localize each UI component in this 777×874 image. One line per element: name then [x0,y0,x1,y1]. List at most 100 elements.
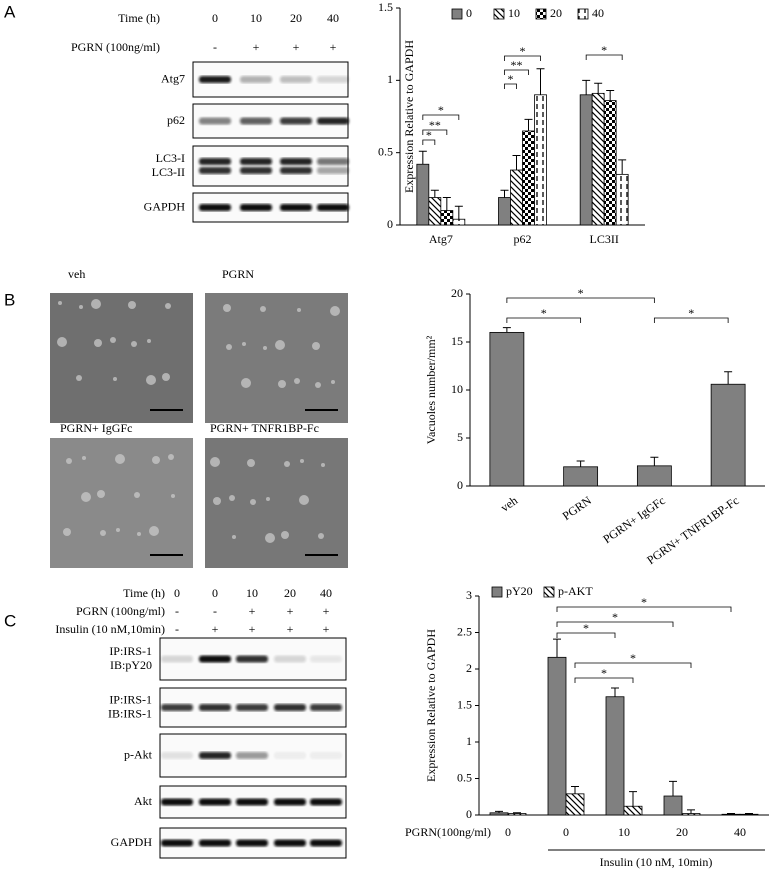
micrograph-label: PGRN+ TNFR1BP-Fc [210,421,319,435]
significance-bracket [504,69,529,75]
blot-band [310,752,342,759]
lane-label: 20 [284,586,296,600]
vacuole [110,337,116,343]
blot-box [192,145,349,187]
blot-band [280,167,312,174]
bar [591,92,605,226]
blot-row-label: Atg7 [161,71,185,85]
lane-label: + [287,604,294,618]
vacuole [82,456,86,460]
x-tick-label: 0 [505,825,511,839]
lane-label: + [330,40,337,54]
y-tick-label: 2 [466,661,472,675]
micrograph [50,293,193,423]
blot-row-label: p-Akt [124,747,153,761]
blot-band [310,798,342,806]
blot-band [240,167,272,174]
x-tick-label: veh [498,493,520,514]
x-axis-label: PGRN(100ng/ml) [405,825,491,839]
significance-label: ** [511,58,523,72]
blot-band [280,204,312,211]
blot-band [236,704,268,711]
error-bar [650,456,659,466]
x-tick-label: 10 [618,825,630,839]
vacuole [57,337,67,347]
vacuole [300,459,304,463]
blot-band [161,839,193,847]
vacuole [299,495,309,505]
panel-label: B [4,290,15,309]
lane-label: + [323,622,330,636]
bar [615,173,629,226]
bar [507,813,527,816]
x-tick-label: PGRN+ IgGFc [600,493,667,546]
blot-band [199,117,231,125]
significance-label: * [541,306,547,320]
vacuole [241,378,251,388]
y-tick-label: 1.5 [457,697,472,711]
vacuole [58,301,62,305]
blot-band [310,655,342,663]
legend-swatch [577,8,589,20]
error-bar [606,89,615,101]
blot-band [310,704,342,711]
blot-band [317,158,349,165]
bar [440,210,454,226]
vacuole [100,530,106,536]
significance-bracket [422,114,460,120]
significance-label: * [641,595,647,609]
y-tick-label: 0 [457,478,463,492]
error-bar [745,813,753,815]
lane-label: 40 [320,586,332,600]
blot-band [317,117,349,125]
y-tick-label: 1 [466,734,472,748]
vacuole [266,497,270,501]
blot-band [274,704,306,711]
blot-band [199,798,231,806]
error-bar [669,780,677,797]
lane-label: - [175,604,179,618]
lane-label: 0 [212,11,218,25]
legend-label: p-AKT [558,584,593,598]
error-bar [454,205,463,220]
lane-label: 10 [246,586,258,600]
micrograph-label: PGRN+ IgGFc [60,421,132,435]
bar [428,197,442,226]
significance-bracket [653,317,729,323]
blot-row-label: GAPDH [144,199,186,213]
blot-band [161,798,193,806]
blot-band [280,76,312,83]
vacuole [331,380,335,384]
vacuole [162,373,170,381]
bar [605,696,625,816]
error-bar [582,79,591,95]
error-bar [536,68,545,95]
significance-bracket [574,677,634,683]
blot-row-label: p62 [167,113,185,127]
significance-label: * [438,103,444,117]
significance-label: * [520,44,526,58]
blot-header: PGRN (100ng/ml) [76,604,165,618]
x-tick-label: 40 [734,825,746,839]
bar [710,383,746,487]
lane-label: + [293,40,300,54]
bar [579,94,593,226]
significance-label: * [508,72,514,86]
lane-label: + [212,622,219,636]
lane-label: - [213,604,217,618]
blot-band [274,839,306,847]
blot-band [274,798,306,806]
x-tick-label: 0 [563,825,569,839]
lane-label: 0 [174,586,180,600]
x-tick-label: p62 [514,232,532,246]
blot-band [199,158,231,165]
lane-label: 20 [290,11,302,25]
legend-swatch [491,586,503,598]
legend-swatch [543,586,555,598]
blot-header: Time (h) [118,11,160,25]
lane-label: - [175,622,179,636]
significance-label: * [426,128,432,142]
legend-label: pY20 [506,584,533,598]
vacuole [284,461,290,467]
